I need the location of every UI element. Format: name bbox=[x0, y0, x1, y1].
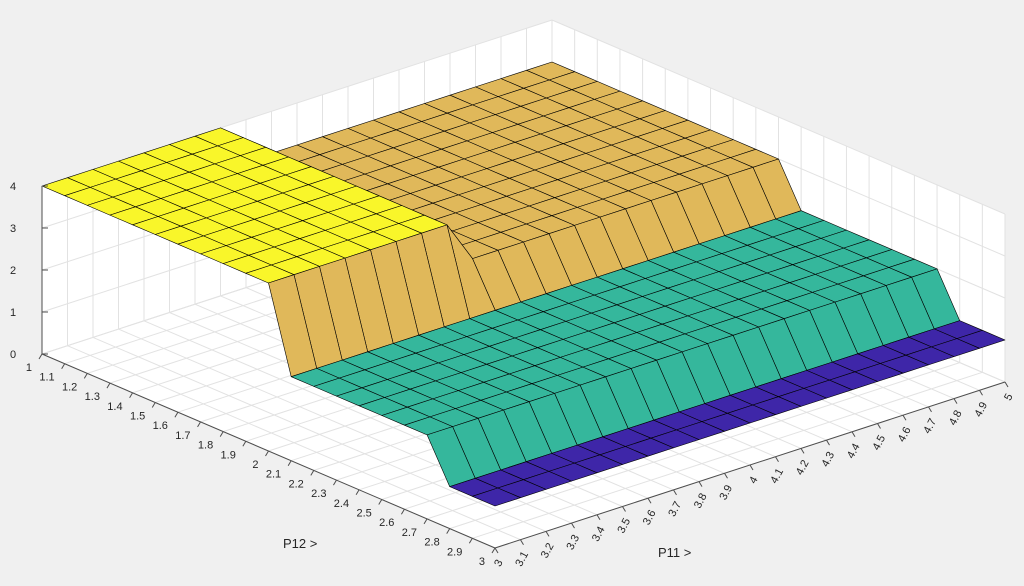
x-tick-mark bbox=[877, 423, 881, 429]
x-tick-mark bbox=[622, 506, 626, 512]
x-tick-mark bbox=[545, 531, 550, 537]
y-tick-label: 1.7 bbox=[175, 430, 190, 442]
surface bbox=[41, 61, 1006, 507]
y-tick-mark bbox=[491, 547, 496, 554]
y-tick-mark bbox=[333, 479, 337, 486]
y-tick-mark bbox=[265, 450, 269, 457]
y-tick-mark bbox=[242, 441, 247, 447]
y-tick-label: 1.2 bbox=[62, 381, 77, 393]
x-tick-label: 4.6 bbox=[896, 425, 914, 444]
y-tick-mark bbox=[151, 402, 156, 408]
y-tick-label: 2.7 bbox=[402, 527, 417, 539]
y-axis-label: P12 > bbox=[283, 536, 317, 551]
y-tick-label: 2.5 bbox=[356, 508, 371, 520]
z-tick-label: 2 bbox=[10, 265, 16, 277]
grid-line bbox=[551, 19, 1006, 215]
y-tick-label: 2.1 bbox=[266, 469, 281, 481]
x-tick-mark bbox=[979, 390, 983, 396]
x-tick-label: 3.3 bbox=[564, 533, 582, 552]
x-tick-mark bbox=[1004, 381, 1009, 388]
y-tick-label: 2 bbox=[252, 459, 258, 471]
surface-patch bbox=[471, 487, 521, 507]
x-tick-mark bbox=[647, 497, 652, 504]
y-tick-mark bbox=[106, 382, 111, 389]
y-tick-label: 3 bbox=[479, 556, 485, 568]
x-tick-label: 3 bbox=[492, 558, 505, 569]
y-tick-mark bbox=[287, 460, 292, 466]
x-tick-mark bbox=[775, 456, 779, 462]
x-tick-label: 3.5 bbox=[615, 516, 633, 535]
x-tick-label: 4.1 bbox=[768, 466, 786, 485]
x-tick-label: 3.9 bbox=[717, 483, 735, 502]
x-tick-label: 4.5 bbox=[870, 433, 888, 452]
x-tick-mark bbox=[571, 522, 575, 529]
y-tick-label: 2.6 bbox=[379, 517, 394, 529]
x-tick-label: 4.2 bbox=[794, 458, 812, 477]
y-tick-label: 1.3 bbox=[85, 391, 100, 403]
x-tick-mark bbox=[826, 439, 830, 446]
y-tick-label: 1.8 bbox=[198, 440, 213, 452]
y-tick-mark bbox=[197, 421, 201, 428]
y-tick-mark bbox=[219, 431, 224, 437]
y-tick-mark bbox=[378, 499, 383, 505]
x-tick-mark bbox=[494, 547, 499, 554]
x-tick-mark bbox=[928, 406, 932, 413]
x-axis-label: P11 > bbox=[658, 545, 691, 560]
x-tick-label: 3.7 bbox=[666, 500, 684, 519]
y-tick-label: 2.2 bbox=[289, 478, 304, 490]
x-tick-mark bbox=[673, 489, 677, 496]
y-tick-mark bbox=[83, 373, 88, 379]
grid-line bbox=[449, 362, 960, 530]
x-tick-label: 3.2 bbox=[539, 541, 557, 560]
x-tick-mark bbox=[851, 431, 856, 438]
x-tick-label: 3.4 bbox=[590, 525, 608, 544]
x-tick-mark bbox=[698, 481, 703, 487]
y-tick-label: 2.8 bbox=[424, 537, 439, 549]
y-tick-mark bbox=[446, 528, 451, 534]
x-tick-label: 4.9 bbox=[972, 400, 990, 419]
tick-labels: 0123411.11.21.31.41.51.61.71.81.922.12.2… bbox=[10, 181, 1016, 569]
x-tick-label: 4.7 bbox=[921, 417, 939, 436]
grid-line bbox=[472, 371, 983, 539]
y-tick-label: 2.9 bbox=[447, 546, 462, 558]
z-tick-label: 4 bbox=[10, 181, 16, 193]
x-tick-mark bbox=[724, 473, 728, 479]
y-tick-label: 2.4 bbox=[334, 498, 349, 510]
x-tick-mark bbox=[902, 414, 907, 421]
z-tick-label: 1 bbox=[10, 307, 16, 319]
x-tick-mark bbox=[749, 464, 754, 471]
y-tick-mark bbox=[468, 538, 473, 544]
y-tick-mark bbox=[423, 518, 428, 525]
x-tick-label: 3.1 bbox=[513, 549, 531, 568]
y-tick-mark bbox=[38, 353, 43, 360]
y-tick-label: 1 bbox=[26, 362, 32, 374]
x-tick-label: 4.3 bbox=[819, 450, 837, 469]
y-tick-label: 1.5 bbox=[130, 411, 145, 423]
x-tick-label: 4.8 bbox=[947, 408, 965, 427]
x-tick-mark bbox=[953, 398, 958, 404]
x-tick-mark bbox=[520, 539, 524, 545]
y-tick-mark bbox=[61, 363, 66, 369]
y-tick-mark bbox=[355, 489, 360, 496]
y-tick-label: 1.6 bbox=[153, 420, 168, 432]
y-tick-mark bbox=[400, 508, 405, 515]
y-tick-label: 1.9 bbox=[221, 449, 236, 461]
x-tick-label: 3.6 bbox=[641, 508, 659, 527]
z-tick-label: 3 bbox=[10, 223, 16, 235]
y-tick-label: 2.3 bbox=[311, 488, 326, 500]
x-tick-label: 4.4 bbox=[845, 442, 863, 461]
y-tick-label: 1.4 bbox=[107, 401, 122, 413]
y-tick-mark bbox=[129, 392, 134, 399]
x-tick-label: 5 bbox=[1002, 392, 1015, 403]
y-tick-mark bbox=[174, 411, 179, 418]
x-tick-mark bbox=[596, 514, 601, 521]
x-tick-mark bbox=[800, 448, 805, 454]
y-tick-mark bbox=[310, 470, 315, 476]
x-tick-label: 4 bbox=[747, 475, 760, 486]
x-tick-label: 3.8 bbox=[692, 491, 710, 510]
z-tick-label: 0 bbox=[10, 349, 16, 361]
y-tick-label: 1.1 bbox=[39, 372, 54, 384]
